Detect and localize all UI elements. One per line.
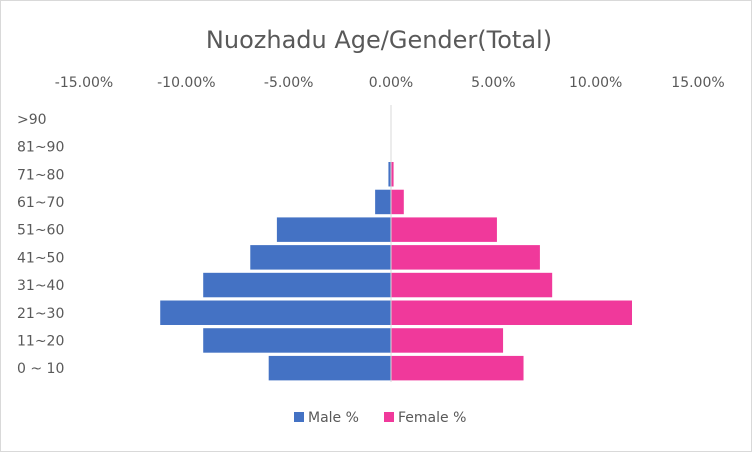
chart-title: Nuozhadu Age/Gender(Total)	[206, 26, 552, 54]
male-bar	[159, 299, 392, 326]
male-bar	[202, 271, 392, 299]
plot-area	[159, 161, 634, 382]
x-tick-label: 5.00%	[471, 75, 515, 91]
legend: Male % Female %	[294, 410, 466, 426]
category-labels: 0 ~ 10 11~20 21~30 31~40 41~50 51~60 61~70 71~8…	[17, 112, 64, 377]
legend-entry: Female %	[398, 410, 466, 426]
category-label: 11~20	[17, 333, 64, 349]
male-bar	[202, 327, 392, 354]
category-label: 51~60	[17, 223, 64, 239]
female-bar	[390, 188, 405, 216]
x-tick-label: -5.00%	[264, 75, 314, 91]
category-label: 71~80	[17, 167, 64, 183]
legend-entry: Male %	[308, 410, 359, 426]
male-bar	[275, 216, 392, 243]
category-label: 0 ~ 10	[17, 361, 64, 377]
x-tick-label: -15.00%	[55, 75, 113, 91]
category-label: 81~90	[17, 140, 64, 156]
female-bar	[390, 216, 498, 243]
female-bar	[390, 244, 541, 271]
x-tick-label: 15.00%	[671, 75, 724, 91]
x-tick-label: 0.00%	[369, 75, 413, 91]
x-tick-label: 10.00%	[569, 75, 622, 91]
category-label: 31~40	[17, 278, 64, 294]
male-bar	[249, 244, 392, 271]
male-bar	[374, 188, 392, 216]
x-axis-ticks: -15.00% -10.00% -5.00% 0.00% 5.00% 10.00% 15.0…	[55, 75, 725, 91]
female-bar	[390, 327, 505, 354]
legend-swatch	[384, 412, 394, 422]
female-bar	[390, 299, 634, 326]
x-tick-label: -10.00%	[157, 75, 215, 91]
female-bar	[390, 271, 554, 299]
category-label: >90	[17, 112, 47, 128]
male-bar	[267, 354, 392, 382]
category-label: 41~50	[17, 250, 64, 266]
female-bar	[390, 354, 525, 382]
category-label: 61~70	[17, 195, 64, 211]
category-label: 21~30	[17, 306, 64, 322]
legend-swatch	[294, 412, 304, 422]
